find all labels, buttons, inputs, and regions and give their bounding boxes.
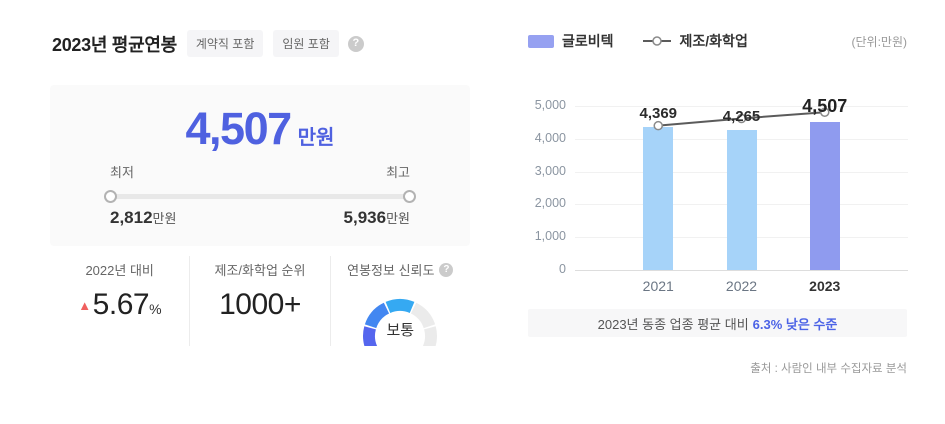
gridline <box>575 270 908 271</box>
chart-bar-2022 <box>726 130 757 270</box>
bar-value-label: 4,265 <box>722 108 761 126</box>
slider-handle-max[interactable] <box>403 190 416 203</box>
chart-plot-area: 4,369 4,265 4,507 <box>575 96 908 271</box>
badge-executive-included: 임원 포함 <box>273 30 339 57</box>
help-icon[interactable]: ? <box>439 262 454 277</box>
salary-stats-row: 2022년 대비 ▲5.67% 제조/화학업 순위 1000+ 연봉정보 신뢰도… <box>50 256 470 356</box>
caption-highlight: 6.3% 낮은 수준 <box>752 316 838 332</box>
y-tick-label: 1,000 <box>534 229 566 244</box>
slider-handle-min[interactable] <box>104 190 117 203</box>
unit-note: (단위:만원) <box>851 34 908 49</box>
x-tick-label: 2022 <box>725 278 758 294</box>
gridline <box>575 106 908 107</box>
salary-range-labels: 최저 최고 <box>110 162 410 181</box>
average-salary-value: 4,507 만원 <box>110 103 410 155</box>
badge-contract-included: 계약직 포함 <box>186 30 264 57</box>
gauge-segment <box>365 302 390 329</box>
bar-value-label: 4,507 <box>802 96 848 117</box>
help-icon[interactable]: ? <box>347 35 364 52</box>
company-legend-swatch <box>528 34 554 48</box>
salary-header: 2023년 평균연봉 계약직 포함 임원 포함 ? <box>52 30 364 57</box>
stat-yoy-change: 2022년 대비 ▲5.67% <box>50 256 189 346</box>
x-tick-label: 2021 <box>642 278 674 294</box>
min-value: 2,812만원 <box>110 208 177 227</box>
salary-unit: 만원 <box>297 127 335 149</box>
bar-value-label: 4,369 <box>639 104 678 122</box>
max-label: 최고 <box>386 165 410 180</box>
y-tick-label: 4,000 <box>534 130 566 145</box>
average-salary-card: 4,507 만원 최저 최고 2,812만원 5,936만원 <box>50 85 470 246</box>
chart-bar-2023 <box>809 122 840 270</box>
stat-reliability-label: 연봉정보 신뢰도 ? <box>331 260 470 279</box>
y-tick-label: 2,000 <box>534 196 566 211</box>
y-tick-label: 3,000 <box>534 163 566 178</box>
stat-rank-value: 1000+ <box>219 288 301 321</box>
stat-yoy-value: ▲5.67% <box>78 288 162 321</box>
reliability-gauge: 보통 <box>352 286 448 356</box>
stat-rank-label: 제조/화학업 순위 <box>214 263 306 278</box>
gauge-segment <box>411 302 436 329</box>
chart-legend: 글로비텍 제조/화학업 (단위:만원) <box>528 31 907 51</box>
stat-reliability: 연봉정보 신뢰도 ? 보통 <box>329 256 470 356</box>
chart-bar-2021 <box>643 126 674 270</box>
max-value: 5,936만원 <box>343 208 410 227</box>
stat-yoy-label: 2022년 대비 <box>85 263 154 278</box>
salary-trend-chart: 0 1,000 2,000 3,000 4,000 5,000 4,369 4,265 4,5… <box>528 95 908 300</box>
y-tick-label: 0 <box>559 262 566 276</box>
company-legend-label: 글로비텍 <box>562 33 614 49</box>
gauge-segment <box>385 299 415 313</box>
slider-track <box>110 194 410 199</box>
comparison-caption: 2023년 동종 업종 평균 대비 6.3% 낮은 수준 <box>528 309 907 337</box>
x-tick-label: 2023 <box>809 278 841 294</box>
industry-legend-label: 제조/화학업 <box>679 33 748 49</box>
page-title: 2023년 평균연봉 <box>52 34 177 55</box>
caption-text: 2023년 동종 업종 평균 대비 <box>597 316 749 332</box>
salary-range-values: 2,812만원 5,936만원 <box>110 208 410 228</box>
up-triangle-icon: ▲ <box>78 298 91 313</box>
y-tick-label: 5,000 <box>534 98 566 112</box>
stat-industry-rank: 제조/화학업 순위 1000+ <box>189 256 329 346</box>
min-label: 최저 <box>110 165 134 180</box>
salary-amount: 4,507 <box>185 103 293 154</box>
salary-range-slider <box>104 190 416 203</box>
industry-line-icon <box>642 36 671 46</box>
data-source-note: 출처 : 사람인 내부 수집자료 분석 <box>750 363 907 375</box>
reliability-level: 보통 <box>386 322 415 339</box>
